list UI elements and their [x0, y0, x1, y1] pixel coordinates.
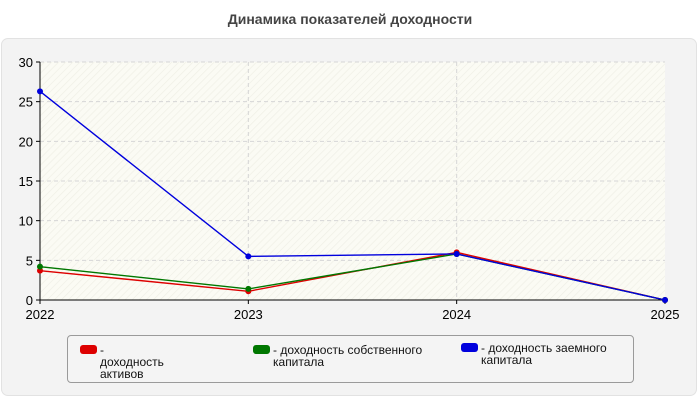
y-tick-label: 10 [19, 214, 33, 229]
legend-swatch [461, 343, 478, 352]
legend-label: - доходность активов [100, 343, 164, 381]
y-tick-label: 0 [26, 293, 33, 308]
y-tick-label: 15 [19, 174, 33, 189]
data-point [37, 263, 43, 270]
data-point [37, 88, 43, 95]
data-point [662, 297, 668, 303]
chart-title: Динамика показателей доходности [227, 11, 473, 27]
x-tick-label: 2022 [26, 307, 55, 322]
series-line [39, 90, 666, 301]
x-tick-label: 2024 [442, 307, 471, 322]
data-point [453, 250, 460, 257]
x-tick-label: 2023 [234, 307, 263, 322]
y-tick-label: 20 [19, 134, 33, 149]
x-tick-label: 2025 [651, 307, 680, 322]
y-tick-label: 30 [19, 55, 33, 70]
y-tick-label: 25 [19, 95, 33, 110]
data-point [245, 253, 252, 260]
y-tick-label: 5 [26, 253, 33, 268]
legend-label: - доходность собственного капитала [273, 343, 423, 369]
legend-swatch [253, 345, 270, 354]
data-point [245, 285, 252, 292]
legend-label: - доходность заемного капитала [481, 341, 607, 367]
chart-legend: - доходность активов - доходность собств… [67, 335, 634, 383]
legend-swatch [80, 345, 97, 354]
